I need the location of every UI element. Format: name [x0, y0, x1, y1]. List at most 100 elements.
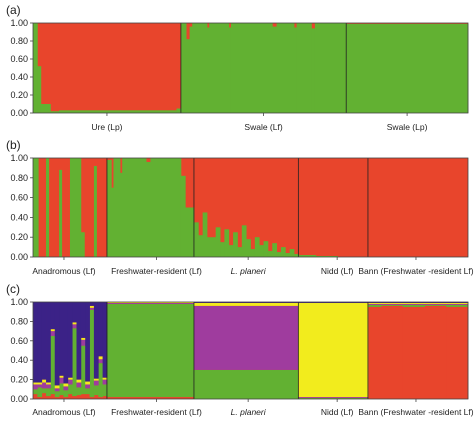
bar-segment: [63, 302, 69, 384]
panel-letter: (c): [6, 282, 20, 296]
bar-segment: [180, 23, 187, 113]
bar-segment: [193, 369, 299, 399]
bar-segment: [80, 339, 86, 346]
bar-segment: [76, 382, 82, 388]
bar-segment: [80, 232, 85, 257]
bar-segment: [89, 309, 95, 398]
bar-segment: [50, 329, 56, 332]
bar-segment: [102, 302, 108, 378]
bar-segment: [72, 328, 77, 397]
bar-segment: [98, 356, 103, 360]
bar-segment: [50, 331, 56, 336]
bar-segment: [93, 385, 99, 396]
bar-segment: [367, 304, 382, 307]
bar-segment: [220, 242, 225, 257]
panel-letter: (b): [6, 138, 21, 152]
bar-segment: [259, 245, 264, 257]
bar-segment: [37, 387, 43, 398]
bar-segment: [298, 397, 369, 399]
bar-segment: [67, 384, 73, 395]
bar-segment: [63, 390, 69, 398]
bar-segment: [113, 158, 121, 257]
group-label: Swale (Lf): [244, 122, 282, 132]
bar-segment: [33, 389, 38, 395]
bar-segment: [207, 237, 217, 257]
bar-segment: [185, 207, 195, 257]
bar-segment: [294, 27, 298, 113]
bar-segment: [59, 375, 64, 378]
bar-segment: [63, 397, 69, 399]
bar-segment: [106, 302, 195, 304]
bar-segment: [381, 302, 404, 303]
bar-segment: [67, 302, 73, 378]
bar-segment: [41, 379, 47, 383]
bar-segment: [402, 302, 425, 303]
series-green: [33, 303, 469, 399]
bar-segment: [46, 388, 51, 397]
bar-segment: [314, 23, 347, 113]
bar-segment: [50, 335, 56, 395]
bar-segment: [98, 363, 103, 398]
bar-segment: [402, 302, 425, 304]
bar-segment: [59, 169, 63, 257]
bar-segment: [230, 23, 273, 113]
bar-segment: [233, 232, 238, 257]
plot-frame: [32, 301, 469, 400]
bar-segment: [85, 384, 90, 389]
bar-segment: [424, 305, 447, 399]
group-label: Bann (Freshwater -resident Lf): [358, 266, 473, 276]
bar-segment: [381, 305, 404, 399]
bar-segment: [367, 302, 382, 304]
series-green: [33, 158, 338, 257]
bar-segment: [246, 239, 251, 257]
bar-segment: [50, 394, 56, 399]
y-tick-label: 0.20: [10, 90, 28, 100]
bar-segment: [402, 304, 425, 307]
bar-segment: [272, 26, 277, 114]
bar-segment: [80, 394, 86, 399]
bar-segment: [59, 377, 64, 384]
y-tick-label: 1.00: [10, 18, 28, 28]
series-green: [33, 23, 469, 114]
bar-segment: [54, 385, 60, 389]
bar-segment: [69, 158, 82, 257]
bar-segment: [228, 245, 234, 257]
bar-segment: [315, 256, 338, 257]
bar-segment: [298, 302, 369, 303]
bar-segment: [111, 187, 114, 257]
bar-segment: [72, 302, 77, 323]
bar-segment: [80, 302, 86, 338]
bar-segment: [224, 229, 230, 257]
group-label: L. planeri: [231, 407, 267, 417]
bar-segment: [76, 302, 82, 380]
bar-segment: [59, 110, 121, 113]
y-tick-label: 0.00: [10, 394, 28, 404]
bar-segment: [80, 337, 86, 340]
bar-segment: [37, 397, 43, 399]
bar-segment: [98, 302, 103, 357]
bar-segment: [93, 395, 99, 399]
bar-segment: [59, 302, 64, 376]
bar-segment: [93, 380, 99, 386]
bar-segment: [37, 66, 42, 113]
group-label: Bann (Freshwater -resident Lf): [358, 407, 473, 417]
bar-segment: [67, 377, 73, 380]
bar-segment: [202, 212, 208, 257]
bar-segment: [41, 302, 47, 380]
bar-segment: [180, 175, 186, 257]
bar-segment: [294, 254, 299, 257]
bar-segment: [298, 255, 317, 257]
bar-segment: [402, 306, 425, 399]
bar-segment: [89, 307, 95, 310]
panel-letter: (a): [6, 3, 21, 17]
bar-segment: [46, 384, 51, 389]
bar-segment: [311, 28, 316, 113]
bar-segment: [186, 39, 190, 114]
bar-segment: [106, 397, 195, 399]
bar-segment: [424, 303, 447, 305]
bar-segment: [237, 247, 243, 257]
bar-segment: [85, 394, 90, 399]
bar-segment: [276, 252, 282, 257]
bar-segment: [215, 227, 221, 257]
